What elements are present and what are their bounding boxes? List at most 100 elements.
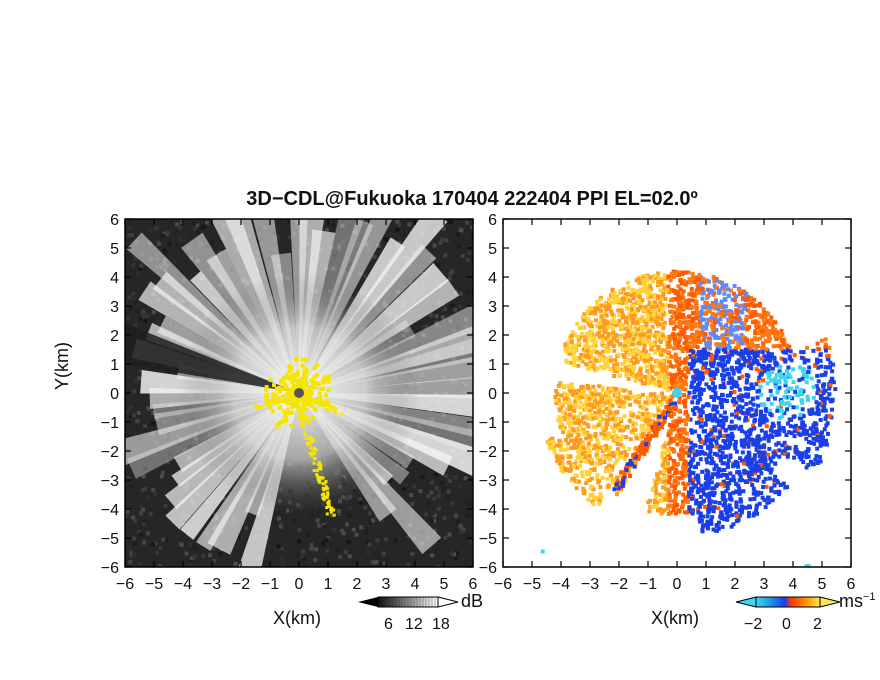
velocity-pixel — [691, 275, 696, 280]
velocity-pixel — [717, 444, 722, 449]
velocity-pixel — [759, 428, 764, 433]
velocity-pixel — [639, 289, 644, 294]
velocity-pixel — [735, 406, 740, 411]
clutter-pixel — [326, 493, 330, 497]
noise-speck — [140, 315, 145, 320]
velocity-pixel — [687, 362, 692, 367]
velocity-pixel — [711, 376, 716, 381]
velocity-pixel — [794, 447, 799, 452]
x-tick-label: −2 — [232, 576, 250, 593]
velocity-pixel — [781, 426, 786, 431]
velocity-pixel — [791, 405, 796, 410]
velocity-pixel — [747, 510, 752, 515]
velocity-pixel — [577, 441, 582, 446]
velocity-pixel — [780, 443, 785, 448]
noise-speck — [143, 318, 148, 323]
velocity-pixel — [760, 371, 765, 376]
velocity-pixel — [822, 427, 827, 432]
velocity-pixel — [638, 437, 643, 442]
clutter-pixel — [291, 394, 295, 398]
velocity-pixel — [721, 339, 726, 344]
velocity-pixel — [667, 429, 672, 434]
noise-speck — [409, 493, 414, 498]
velocity-pixel — [800, 400, 805, 405]
velocity-pixel — [694, 420, 699, 425]
noise-speck — [135, 426, 140, 431]
velocity-pixel — [563, 400, 568, 405]
velocity-pixel — [678, 456, 683, 461]
velocity-pixel — [698, 413, 703, 418]
velocity-pixel — [818, 358, 823, 363]
noise-speck — [404, 531, 409, 536]
velocity-pixel — [629, 293, 634, 298]
clutter-pixel — [264, 385, 269, 390]
noise-speck — [434, 332, 439, 337]
velocity-pixel — [720, 513, 725, 518]
velocity-pixel — [619, 387, 624, 392]
clutter-pixel — [304, 392, 308, 396]
velocity-pixel — [705, 321, 710, 326]
velocity-pixel — [768, 456, 773, 461]
velocity-pixel — [630, 372, 635, 377]
clutter-pixel — [275, 427, 279, 431]
velocity-pixel — [591, 343, 596, 348]
noise-speck — [343, 549, 348, 554]
velocity-pixel — [722, 483, 727, 488]
velocity-pixel — [680, 444, 685, 449]
noise-speck — [192, 221, 197, 226]
noise-speck — [157, 564, 162, 567]
velocity-pixel — [777, 416, 782, 421]
velocity-pixel — [670, 474, 675, 479]
velocity-pixel — [558, 425, 563, 430]
y-tick-label: −3 — [101, 473, 119, 490]
velocity-pixel — [767, 500, 772, 505]
velocity-pixel — [573, 399, 578, 404]
noise-speck — [365, 499, 370, 504]
clutter-pixel — [316, 382, 320, 386]
clutter-pixel — [288, 392, 293, 397]
velocity-pixel — [748, 346, 753, 351]
velocity-pixel — [665, 355, 670, 360]
noise-speck — [142, 519, 147, 524]
velocity-pixel — [694, 501, 699, 506]
velocity-pixel — [734, 294, 739, 299]
clutter-pixel — [285, 372, 290, 377]
velocity-pixel — [679, 436, 684, 441]
velocity-pixel — [568, 438, 573, 443]
velocity-pixel — [724, 506, 729, 511]
velocity-pixel — [584, 342, 589, 347]
velocity-pixel — [757, 375, 762, 380]
noise-speck — [182, 449, 187, 454]
noise-speck — [401, 465, 406, 470]
velocity-pixel — [665, 492, 670, 497]
velocity-pixel — [729, 376, 734, 381]
velocity-pixel — [798, 432, 803, 437]
noise-speck — [337, 512, 342, 517]
velocity-pixel — [597, 501, 602, 506]
noise-speck — [146, 531, 151, 536]
velocity-pixel — [689, 286, 694, 291]
noise-speck — [139, 504, 144, 509]
velocity-pixel — [818, 417, 823, 422]
velocity-pixel — [658, 400, 663, 405]
noise-speck — [462, 555, 467, 560]
noise-speck — [337, 244, 342, 249]
clutter-pixel — [254, 404, 258, 408]
velocity-pixel — [629, 358, 634, 363]
velocity-pixel — [645, 339, 650, 344]
velocity-pixel — [603, 396, 608, 401]
velocity-pixel — [650, 319, 655, 324]
clutter-pixel — [290, 380, 295, 385]
velocity-pixel — [673, 511, 678, 516]
velocity-pixel — [743, 442, 748, 447]
velocity-pixel — [711, 358, 716, 363]
clutter-pixel — [297, 416, 302, 421]
clutter-pixel — [283, 415, 288, 420]
velocity-pixel — [671, 310, 676, 315]
velocity-pixel — [644, 416, 649, 421]
velocity-pixel — [557, 457, 562, 462]
noise-speck — [134, 322, 139, 327]
velocity-pixel — [782, 411, 787, 416]
noise-speck — [347, 262, 352, 267]
noise-speck — [339, 528, 344, 533]
